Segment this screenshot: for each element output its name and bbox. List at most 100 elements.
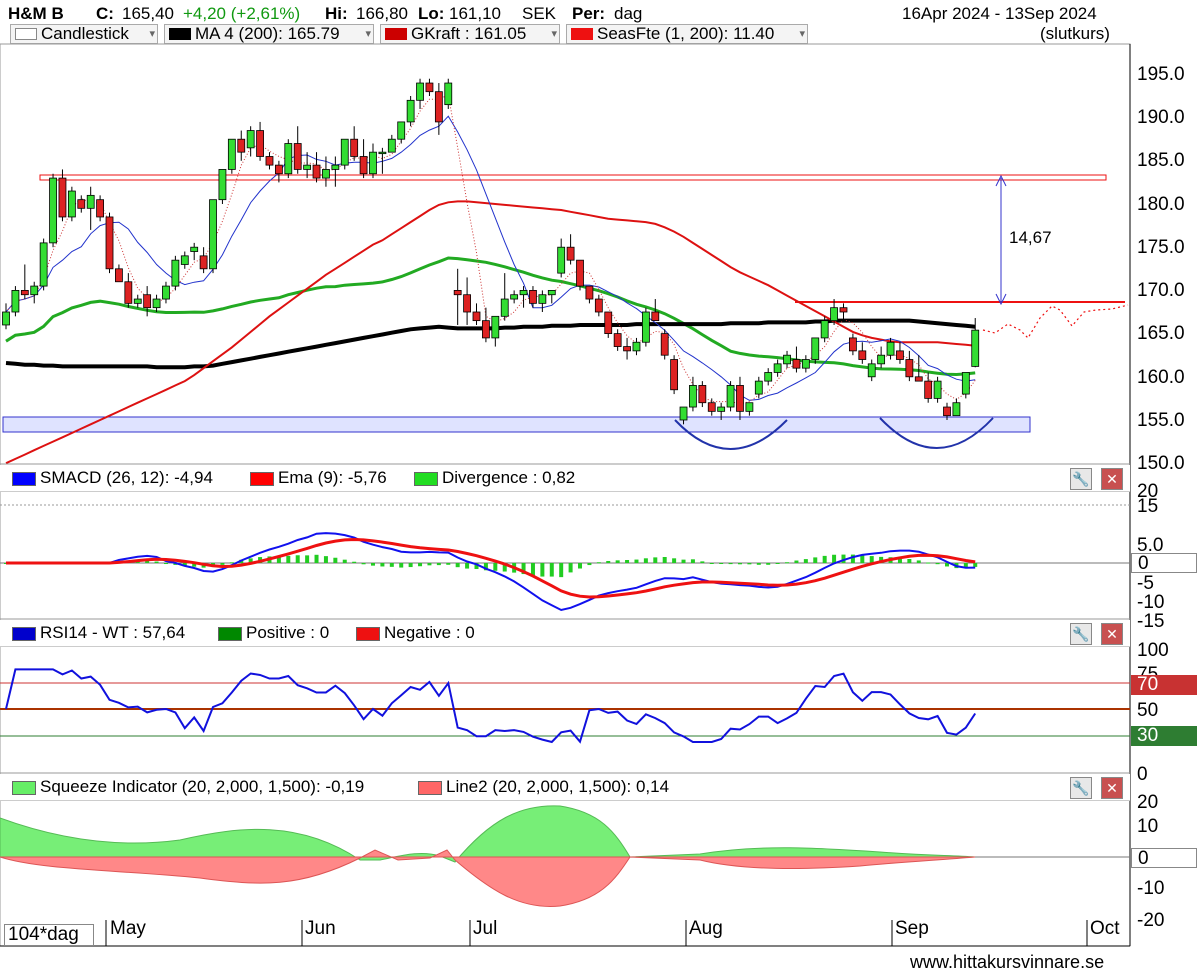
indicator-label: GKraft : 161.05 <box>411 24 527 43</box>
candle-body <box>218 169 227 201</box>
settings-wrench-icon[interactable]: 🔧 <box>1070 777 1092 799</box>
divergence-bar <box>643 558 648 563</box>
candle-body <box>632 341 641 352</box>
divergence-bar <box>370 563 375 566</box>
date-range: 16Apr 2024 - 13Sep 2024 <box>902 4 1097 23</box>
dotted-ma-line <box>5 94 976 405</box>
divergence-bar <box>728 563 733 565</box>
divergence-bar <box>869 556 874 563</box>
rsi-pane-title: RSI14 - WT : 57,64 Positive : 0 Negative… <box>0 620 1130 647</box>
candle-body <box>717 406 726 412</box>
candle-body <box>11 289 20 313</box>
candle-body <box>905 359 914 378</box>
price-pane <box>2 78 1129 465</box>
close-pane-icon[interactable]: ✕ <box>1101 623 1123 645</box>
candle-body <box>463 294 471 313</box>
candle-body <box>754 380 763 395</box>
candle-body <box>2 311 10 326</box>
candle-body <box>77 199 86 209</box>
divergence-bar <box>596 562 601 564</box>
bottom-arc-1 <box>674 419 788 450</box>
divergence-bar <box>822 555 827 563</box>
divergence-bar <box>803 559 808 563</box>
close-label: C: <box>96 4 114 23</box>
candle-body <box>510 294 519 300</box>
period-label: Per: <box>572 4 606 23</box>
squeeze-tick: 10 <box>1137 816 1159 837</box>
footer-website[interactable]: www.hittakursvinnare.se <box>910 952 1105 972</box>
candle-body <box>623 346 631 352</box>
candle-body <box>961 372 970 395</box>
candle-body <box>30 285 39 296</box>
candle-body <box>434 91 443 123</box>
divergence-bar <box>154 561 159 563</box>
candle-body <box>943 406 951 417</box>
candle-body <box>340 138 349 166</box>
settings-wrench-icon[interactable]: 🔧 <box>1070 468 1092 490</box>
rsi-oversold-marker: 30 <box>1131 726 1197 746</box>
candle-body <box>143 294 152 309</box>
indicator-seasfte[interactable]: SeasFte (1, 200): 11.40 ▾ <box>566 24 808 44</box>
indicator-label: MA 4 (200): 165.79 <box>195 24 340 43</box>
divergence-bar <box>361 563 366 565</box>
bar-count-label[interactable]: 104*dag <box>4 924 94 946</box>
macd-tick: 15 <box>1137 496 1159 517</box>
seasonal-forecast-line <box>982 304 1129 339</box>
divergence-bar <box>578 563 583 569</box>
candle-body <box>115 268 123 283</box>
close-pane-icon[interactable]: ✕ <box>1101 468 1123 490</box>
candle-body <box>416 82 424 101</box>
candle-body <box>707 402 716 412</box>
candle-body <box>453 289 462 296</box>
candle-body <box>378 151 387 155</box>
candle-body <box>500 298 509 317</box>
candle-body <box>190 246 199 252</box>
ticker-symbol: H&M B <box>8 4 64 23</box>
price-tick: 170.0 <box>1137 280 1185 301</box>
divergence-bar <box>756 563 761 565</box>
candle-body <box>49 177 57 244</box>
change-value: +4,20 (+2,61%) <box>183 4 301 23</box>
candle-body <box>227 138 236 170</box>
macd-pane-title: SMACD (26, 12): -4,94 Ema (9): -5,76 Div… <box>0 465 1130 492</box>
divergence-bar <box>493 563 498 571</box>
bottom-arc-2 <box>879 417 994 449</box>
legend-swatch-icon <box>418 780 442 795</box>
divergence-bar <box>549 563 554 577</box>
rsi-line <box>5 668 977 744</box>
close-pane-icon[interactable]: ✕ <box>1101 777 1123 799</box>
divergence-bar <box>709 563 714 564</box>
blue-ma-line <box>5 115 976 401</box>
candle-body <box>284 143 293 175</box>
divergence-bar <box>945 563 949 567</box>
candle-body <box>86 194 95 209</box>
candle-body <box>849 337 857 352</box>
candle-body <box>858 350 867 360</box>
dropdown-icon[interactable]: ▾ <box>149 28 155 40</box>
macd-legend-item: SMACD (26, 12): -4,94 <box>12 465 213 491</box>
divergence-bar <box>587 563 592 566</box>
divergence-bar <box>305 555 310 563</box>
divergence-bar <box>634 559 639 563</box>
divergence-bar <box>681 559 686 563</box>
candle-body <box>839 307 848 313</box>
divergence-bar <box>963 563 968 569</box>
candle-body <box>830 307 838 322</box>
candle-body <box>538 294 547 304</box>
candle-body <box>820 320 829 339</box>
settings-wrench-icon[interactable]: 🔧 <box>1070 623 1092 645</box>
divergence-bar <box>333 557 338 563</box>
low-value: 161,10 <box>449 4 501 23</box>
divergence-bar <box>502 563 507 572</box>
month-label: May <box>110 918 146 939</box>
candle-body <box>811 337 820 360</box>
divergence-bar <box>672 558 677 563</box>
currency: SEK <box>522 4 557 23</box>
dropdown-icon[interactable]: ▾ <box>799 28 805 40</box>
candle-body <box>519 289 528 296</box>
dropdown-icon[interactable]: ▾ <box>551 28 557 40</box>
legend-swatch-icon <box>414 471 438 486</box>
dropdown-icon[interactable]: ▾ <box>365 28 371 40</box>
divergence-bar <box>145 560 150 563</box>
